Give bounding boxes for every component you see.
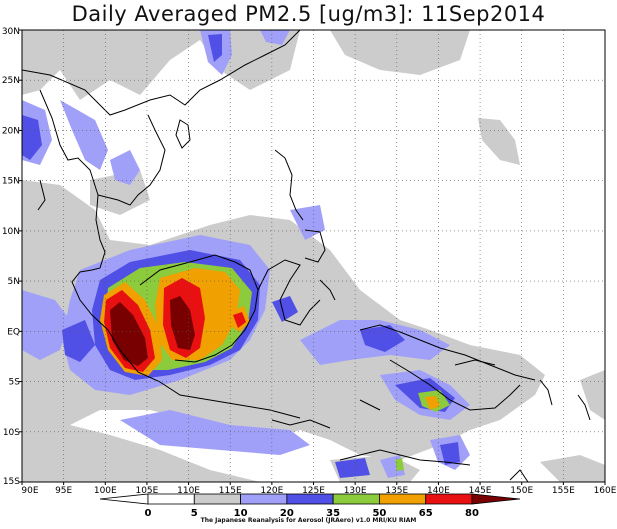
coastlines bbox=[22, 30, 591, 482]
latitude-tick-label: 5S bbox=[9, 378, 21, 388]
latitude-tick-label: 30N bbox=[2, 27, 20, 37]
colorbar-segment bbox=[332, 493, 380, 505]
colorbar-segment bbox=[240, 493, 288, 505]
colorbar-over-triangle bbox=[471, 493, 521, 505]
colorbar-label: 80 bbox=[465, 508, 479, 519]
latitude-tick-label: EQ bbox=[7, 327, 20, 337]
longitude-tick-label: 125E bbox=[302, 486, 325, 496]
longitude-tick-label: 150E bbox=[510, 486, 533, 496]
latitude-tick-label: 10S bbox=[3, 428, 20, 438]
colorbar-label: 5 bbox=[191, 508, 198, 519]
longitude-tick-label: 135E bbox=[385, 486, 408, 496]
colorbar: 0 5 10 20 35 50 65 80 bbox=[99, 493, 521, 519]
longitude-tick-label: 110E bbox=[177, 486, 200, 496]
latitude-tick-label: 15N bbox=[2, 177, 20, 187]
graticule bbox=[22, 30, 605, 482]
colorbar-segment bbox=[425, 493, 473, 505]
colorbar-label: 65 bbox=[419, 508, 433, 519]
data-credit: The Japanese Reanalysis for Aerosol (JRA… bbox=[200, 517, 417, 524]
longitude-tick-label: 100E bbox=[94, 486, 117, 496]
latitude-tick-label: 5N bbox=[8, 277, 20, 287]
longitude-ticks: 90E 95E 100E 105E 110E 115E 120E 125E 130E 135E 14… bbox=[21, 482, 617, 496]
longitude-tick-label: 155E bbox=[552, 486, 575, 496]
colorbar-label: 0 bbox=[145, 508, 152, 519]
longitude-tick-label: 95E bbox=[55, 486, 72, 496]
latitude-tick-label: 10N bbox=[2, 227, 20, 237]
colorbar-label: 10 bbox=[234, 508, 248, 519]
latitude-tick-label: 15S bbox=[3, 477, 20, 487]
colorbar-segment bbox=[193, 493, 241, 505]
longitude-tick-label: 105E bbox=[135, 486, 158, 496]
colorbar-segment bbox=[286, 493, 334, 505]
longitude-tick-label: 130E bbox=[344, 486, 367, 496]
map-title: Daily Averaged PM2.5 [ug/m3]: 11Sep2014 bbox=[71, 2, 546, 26]
longitude-tick-label: 120E bbox=[260, 486, 283, 496]
colorbar-label: 50 bbox=[372, 508, 386, 519]
colorbar-segment bbox=[379, 493, 427, 505]
longitude-tick-label: 115E bbox=[219, 486, 242, 496]
colorbar-label: 20 bbox=[280, 508, 294, 519]
longitude-tick-label: 140E bbox=[427, 486, 450, 496]
concentration-field bbox=[22, 30, 605, 482]
longitude-tick-label: 160E bbox=[594, 486, 617, 496]
colorbar-label: 35 bbox=[326, 508, 340, 519]
latitude-ticks: 30N 25N 20N 15N 10N 5N EQ 5S 10S 15S bbox=[2, 27, 22, 487]
longitude-tick-label: 145E bbox=[469, 486, 492, 496]
longitude-tick-label: 90E bbox=[21, 486, 38, 496]
latitude-tick-label: 25N bbox=[2, 76, 20, 86]
colorbar-segment bbox=[147, 493, 195, 505]
latitude-tick-label: 20N bbox=[2, 126, 20, 136]
